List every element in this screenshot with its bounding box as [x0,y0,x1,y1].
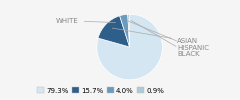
Text: HISPANIC: HISPANIC [127,21,209,51]
Text: ASIAN: ASIAN [112,28,198,44]
Text: WHITE: WHITE [56,18,115,24]
Wedge shape [120,14,130,47]
Legend: 79.3%, 15.7%, 4.0%, 0.9%: 79.3%, 15.7%, 4.0%, 0.9% [35,85,167,96]
Text: BLACK: BLACK [131,20,200,57]
Wedge shape [98,16,130,47]
Wedge shape [97,14,162,80]
Wedge shape [128,14,130,47]
